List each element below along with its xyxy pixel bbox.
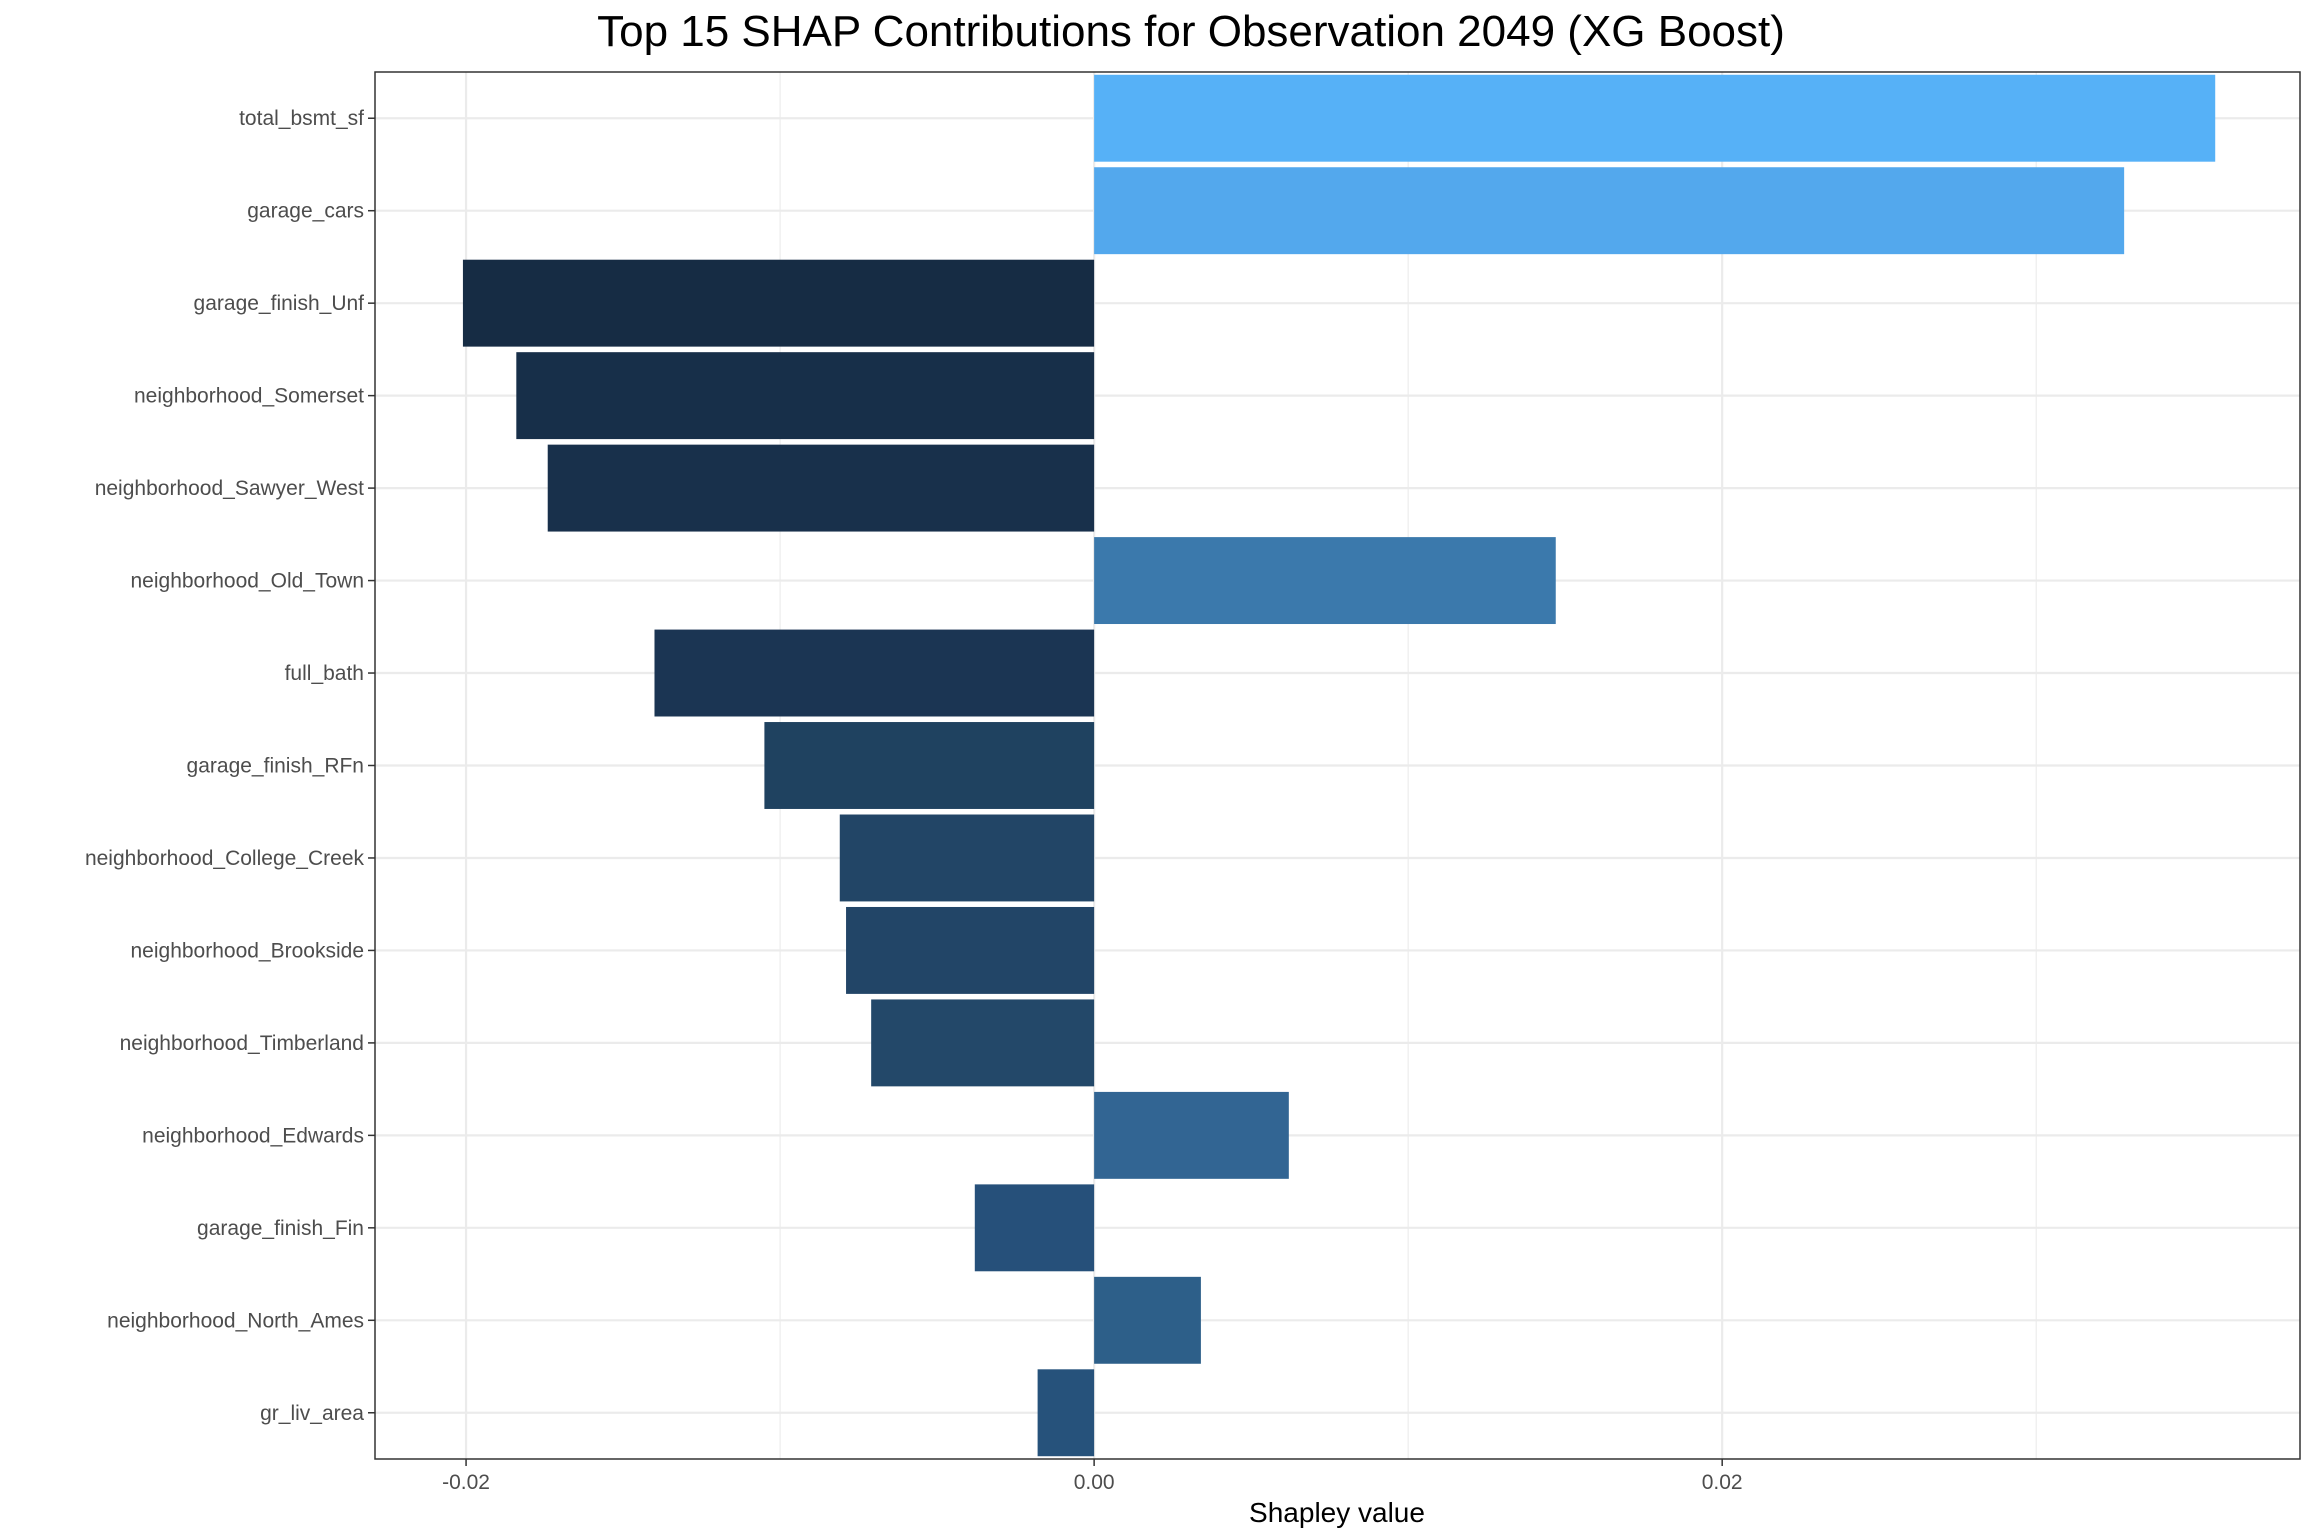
- bar-neighborhood-sawyer-west: [547, 444, 1095, 532]
- y-tick-label: neighborhood_Sawyer_West: [95, 477, 364, 500]
- bar-garage-finish-unf: [462, 259, 1095, 347]
- y-tick-label: neighborhood_Somerset: [134, 385, 364, 408]
- chart-title: Top 15 SHAP Contributions for Observatio…: [597, 7, 1785, 56]
- bar-layer: [462, 74, 2216, 1457]
- axis-layer: total_bsmt_sf garage_cars garage_finish_Un…: [85, 107, 1743, 1494]
- y-tick-label: gr_liv_area: [260, 1402, 364, 1425]
- y-tick-label: garage_cars: [247, 200, 364, 223]
- y-tick-label: garage_finish_RFn: [187, 755, 364, 778]
- y-tick-label: neighborhood_North_Ames: [107, 1309, 364, 1332]
- bar-neighborhood-edwards: [1094, 1091, 1289, 1179]
- bar-garage-cars: [1094, 167, 2125, 255]
- y-tick-label: neighborhood_College_Creek: [85, 847, 365, 870]
- x-tick-label: 0.00: [1074, 1471, 1115, 1494]
- y-tick-label: full_bath: [285, 662, 364, 685]
- bar-neighborhood-college-creek: [839, 814, 1095, 902]
- bar-neighborhood-somerset: [516, 352, 1095, 440]
- bar-total-bsmt-sf: [1094, 74, 2216, 162]
- y-tick-label: neighborhood_Brookside: [130, 939, 364, 962]
- bar-neighborhood-timberland: [871, 999, 1095, 1087]
- bar-full-bath: [654, 629, 1095, 717]
- bar-neighborhood-brookside: [846, 906, 1095, 994]
- y-tick-label: neighborhood_Timberland: [120, 1032, 364, 1055]
- y-tick-label: garage_finish_Unf: [194, 292, 365, 315]
- x-tick-label: 0.02: [1702, 1471, 1743, 1494]
- bar-gr-liv-area: [1037, 1369, 1095, 1457]
- bar-garage-finish-fin: [974, 1184, 1095, 1272]
- x-axis-label: Shapley value: [1249, 1497, 1425, 1528]
- x-tick-label: -0.02: [442, 1471, 490, 1494]
- bar-garage-finish-rfn: [764, 722, 1095, 809]
- y-tick-label: total_bsmt_sf: [239, 107, 364, 130]
- bar-neighborhood-old-town: [1094, 537, 1556, 625]
- y-tick-label: neighborhood_Edwards: [142, 1124, 364, 1147]
- bar-neighborhood-north-ames: [1094, 1276, 1201, 1364]
- y-tick-label: garage_finish_Fin: [197, 1217, 364, 1240]
- y-tick-label: neighborhood_Old_Town: [130, 570, 364, 593]
